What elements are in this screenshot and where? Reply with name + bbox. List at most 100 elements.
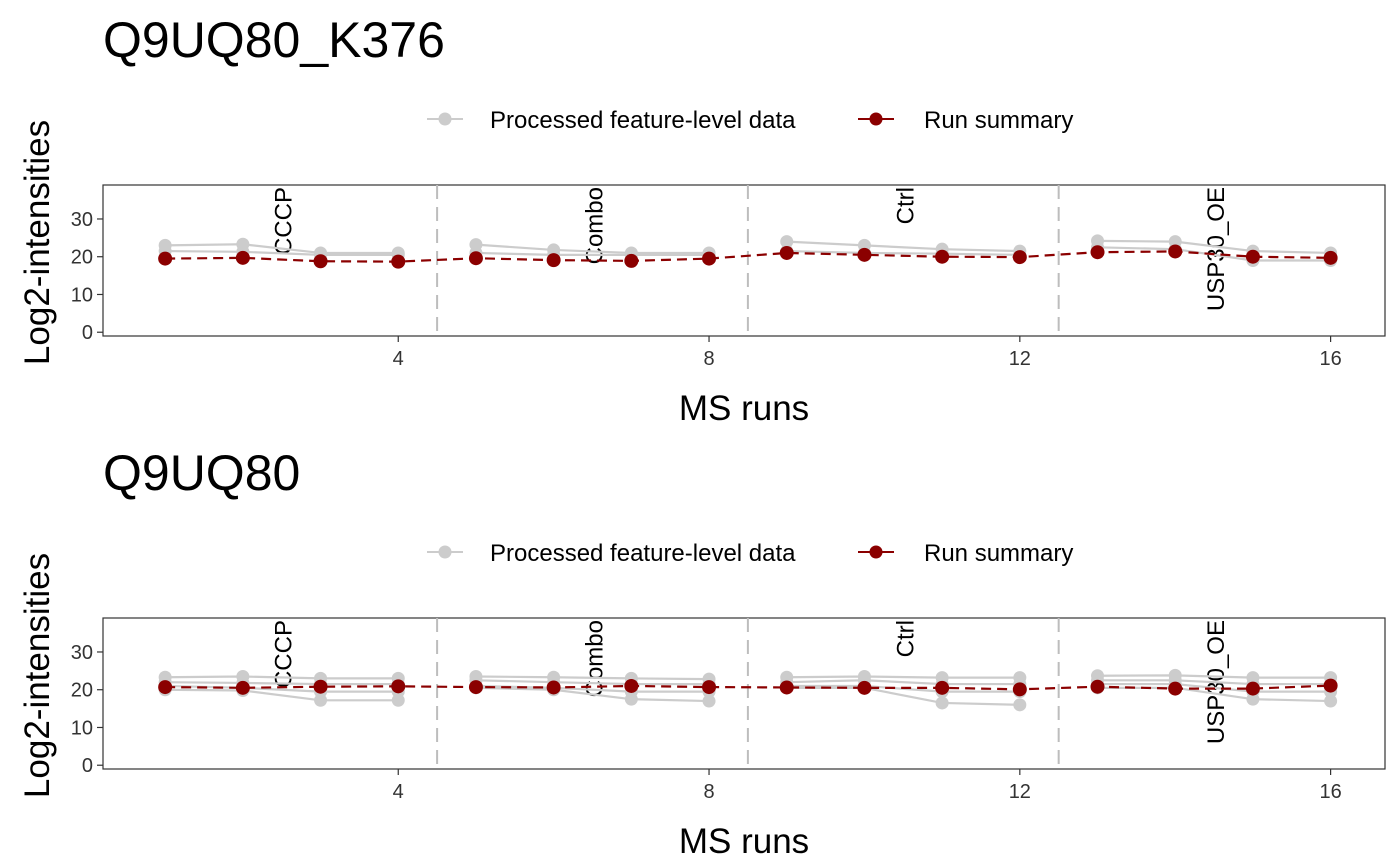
y-tick-label: 0 xyxy=(82,755,93,777)
feature-line xyxy=(786,240,1020,253)
legend: Processed feature-level data Run summary xyxy=(427,540,1073,567)
feature-line xyxy=(475,675,710,681)
x-tick-label: 16 xyxy=(1319,348,1341,370)
run-summary-point xyxy=(391,254,406,269)
run-summary-point xyxy=(779,680,794,695)
x-tick-label: 12 xyxy=(1009,348,1031,370)
legend-swatch-point-features xyxy=(438,112,452,126)
x-tick-label: 12 xyxy=(1009,781,1031,803)
plot-panel-border xyxy=(102,184,1386,337)
run-summary-point xyxy=(702,251,717,266)
feature-line xyxy=(165,675,399,680)
legend-swatch-point-features xyxy=(438,545,452,559)
run-summary-point xyxy=(546,253,561,268)
feature-line xyxy=(786,675,1020,679)
y-axis-label: Log2-intensities xyxy=(18,120,57,365)
run-summary-point xyxy=(857,680,872,695)
feature-line xyxy=(1097,239,1331,255)
feature-line xyxy=(786,249,1020,256)
group-label: USP30_OE xyxy=(1203,187,1230,311)
x-tick-label: 4 xyxy=(393,781,404,803)
legend-swatch-point-summary xyxy=(869,545,883,559)
run-summary-point xyxy=(935,680,950,695)
legend: Processed feature-level data Run summary xyxy=(427,107,1073,134)
run-summary-point xyxy=(313,679,328,694)
legend-label-summary: Run summary xyxy=(924,540,1073,567)
feature-line xyxy=(475,251,710,256)
x-tick-label: 16 xyxy=(1319,781,1341,803)
run-summary-point xyxy=(1245,681,1260,696)
run-summary-point xyxy=(468,680,483,695)
run-summary-point xyxy=(158,251,173,266)
run-summary-point xyxy=(1012,250,1027,265)
group-label: Ctrl xyxy=(892,187,919,224)
legend-swatch-point-summary xyxy=(869,112,883,126)
feature-line xyxy=(165,249,399,256)
feature-point xyxy=(935,696,949,710)
feature-point xyxy=(1013,698,1027,712)
feature-point xyxy=(780,235,794,249)
feature-line xyxy=(165,688,399,702)
feature-line xyxy=(786,686,1020,706)
feature-line xyxy=(475,684,710,693)
chart-title: Q9UQ80 xyxy=(103,445,300,501)
run-summary-line xyxy=(165,684,1331,691)
run-summary-point xyxy=(1168,244,1183,259)
run-summary-point xyxy=(1090,679,1105,694)
y-tick-label: 20 xyxy=(71,680,93,702)
run-summary-point xyxy=(468,251,483,266)
feature-point xyxy=(1246,692,1260,706)
run-summary-point xyxy=(158,680,173,695)
chart-panel-top: Q9UQ80_K376 Processed feature-level data R… xyxy=(18,12,1386,428)
run-summary-point xyxy=(1168,681,1183,696)
feature-point xyxy=(391,693,405,707)
legend-label-summary: Run summary xyxy=(924,107,1073,134)
feature-line xyxy=(475,679,710,686)
feature-point xyxy=(624,692,638,706)
feature-line xyxy=(165,681,399,686)
chart-title: Q9UQ80_K376 xyxy=(103,12,445,68)
y-tick-label: 30 xyxy=(71,642,93,664)
x-tick-label: 8 xyxy=(703,781,714,803)
run-summary-point xyxy=(391,679,406,694)
run-summary-line xyxy=(165,250,1331,263)
run-summary-point xyxy=(857,247,872,262)
chart-svg-top: Q9UQ80_K376 Processed feature-level data R… xyxy=(18,12,1386,428)
run-summary-point xyxy=(702,680,717,695)
y-tick-label: 0 xyxy=(82,322,93,344)
feature-line xyxy=(786,679,1020,686)
y-axis-label: Log2-intensities xyxy=(18,553,57,798)
legend-label-features: Processed feature-level data xyxy=(490,107,796,134)
feature-line xyxy=(165,243,399,255)
run-summary-series xyxy=(158,678,1338,697)
chart-svg-bottom: Q9UQ80 Processed feature-level data Run su… xyxy=(18,445,1386,861)
run-summary-point xyxy=(935,249,950,264)
run-summary-point xyxy=(624,678,639,693)
feature-line xyxy=(475,686,710,703)
run-summary-point xyxy=(235,680,250,695)
x-tick-label: 4 xyxy=(393,348,404,370)
chart-panel-bottom: Q9UQ80 Processed feature-level data Run su… xyxy=(0,433,1400,866)
feature-point xyxy=(702,694,716,708)
x-axis-label: MS runs xyxy=(679,389,809,428)
legend-label-features: Processed feature-level data xyxy=(490,540,796,567)
plot-panel-border xyxy=(102,617,1386,770)
run-summary-point xyxy=(1323,678,1338,693)
run-summary-point xyxy=(1012,682,1027,697)
feature-line xyxy=(1097,674,1331,679)
feature-point xyxy=(314,693,328,707)
run-summary-series xyxy=(158,244,1338,269)
y-tick-label: 30 xyxy=(71,209,93,231)
run-summary-point xyxy=(1245,249,1260,264)
feature-line xyxy=(475,243,710,255)
run-summary-point xyxy=(235,250,250,265)
x-tick-label: 8 xyxy=(703,348,714,370)
y-tick-label: 10 xyxy=(71,717,93,739)
group-label: CCCP xyxy=(271,187,298,255)
x-axis-label: MS runs xyxy=(679,822,809,861)
group-label: Ctrl xyxy=(892,620,919,657)
run-summary-point xyxy=(624,253,639,268)
run-summary-point xyxy=(546,680,561,695)
feature-line xyxy=(1097,679,1331,686)
